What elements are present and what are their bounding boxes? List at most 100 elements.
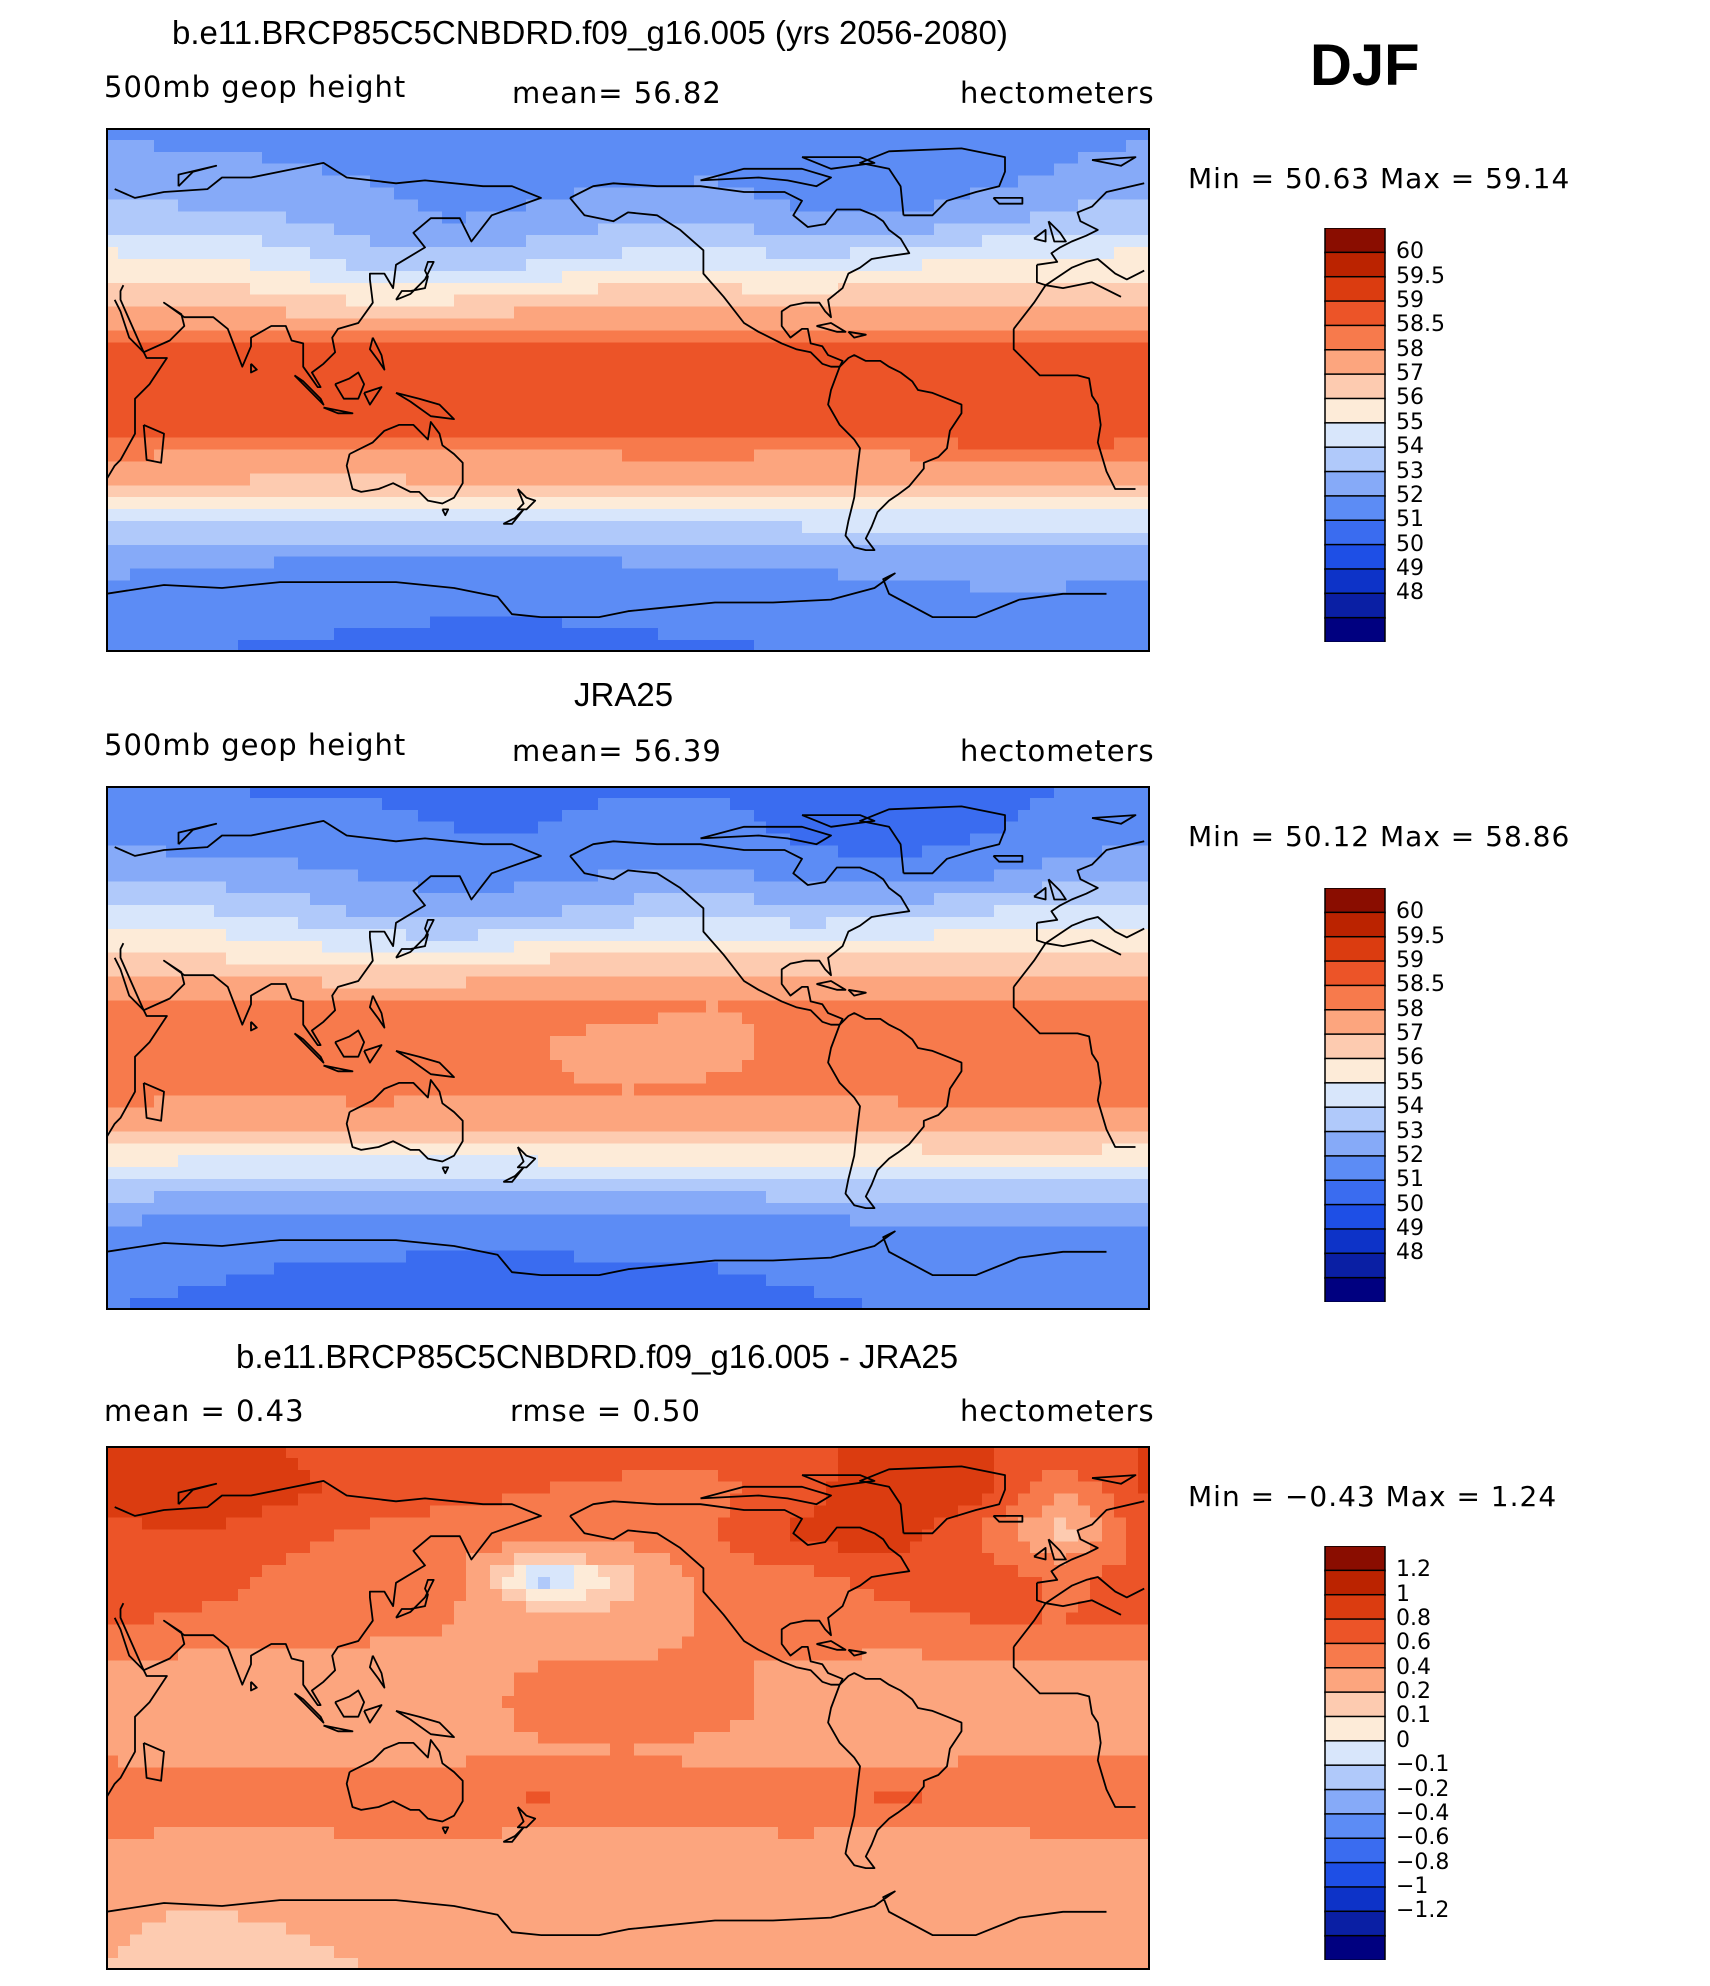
coastline	[106, 572, 1107, 618]
colorbar-label: 60	[1396, 899, 1424, 925]
coastline	[859, 1465, 1006, 1535]
coastline	[369, 337, 386, 371]
colorbar-label: 58	[1396, 336, 1424, 362]
coastline	[363, 1704, 383, 1724]
coastline	[114, 820, 1145, 1046]
colorbar-label: −0.4	[1396, 1800, 1450, 1826]
coastline	[395, 1710, 455, 1738]
coastline	[323, 1724, 354, 1733]
panel-left-label: 500mb geop height	[104, 70, 407, 104]
colorbar-label: −1	[1396, 1873, 1429, 1899]
panel-mean-label: mean= 56.82	[512, 76, 722, 110]
colorbar-box	[1324, 1009, 1386, 1036]
contour-fill	[106, 786, 1150, 1310]
coastline	[847, 1648, 867, 1657]
colorbar-label: 0.8	[1396, 1606, 1431, 1632]
colorbar-label: 52	[1396, 482, 1424, 508]
coastline	[345, 1739, 464, 1823]
colorbar-label: 56	[1396, 385, 1424, 411]
coastline	[992, 197, 1024, 205]
coastline	[1047, 878, 1067, 901]
coastline	[250, 1021, 258, 1032]
coastline	[700, 1485, 832, 1506]
colorbar-box	[1324, 324, 1386, 351]
coastline	[250, 363, 258, 374]
coastline	[516, 1146, 537, 1169]
colorbar-box	[1324, 984, 1386, 1011]
colorbar-box	[1324, 1228, 1386, 1255]
coastline	[569, 182, 911, 368]
coastline	[569, 840, 911, 1026]
colorbar-box	[1324, 1813, 1386, 1840]
coastline	[801, 156, 876, 170]
coastline	[177, 1482, 218, 1505]
coastline	[569, 1500, 911, 1686]
colorbar-box	[1324, 935, 1386, 963]
contour-map	[106, 786, 1150, 1310]
coastline	[441, 508, 450, 517]
coastline	[847, 988, 867, 997]
colorbar-label: 56	[1396, 1045, 1424, 1071]
coastline	[1047, 1538, 1067, 1561]
coastline	[827, 354, 963, 551]
coastline	[441, 1166, 450, 1175]
coastline	[502, 1826, 525, 1843]
colorbar-box	[1324, 1618, 1386, 1645]
coastline	[323, 406, 354, 415]
coastline	[992, 855, 1024, 863]
colorbar-box	[1324, 1155, 1386, 1182]
map-frame	[106, 786, 1150, 1310]
coastline	[827, 1012, 963, 1209]
colorbar-box	[1324, 1569, 1386, 1596]
panel-title: b.e11.BRCP85C5CNBDRD.f09_g16.005 - JRA25	[236, 1338, 959, 1375]
colorbar-box	[1324, 470, 1386, 498]
contour-map	[106, 128, 1150, 652]
colorbar-box	[1324, 1033, 1386, 1060]
coastline	[1091, 814, 1137, 825]
contour-fill	[106, 1446, 1150, 1970]
coastline	[106, 1890, 1107, 1936]
colorbar-label: 48	[1396, 580, 1424, 606]
coastline	[177, 164, 218, 187]
colorbar-box	[1324, 1642, 1386, 1669]
colorbar-box	[1324, 1910, 1386, 1937]
colorbar-label: 51	[1396, 507, 1424, 533]
coastline	[106, 1599, 1136, 1808]
colorbar-box	[1324, 1837, 1386, 1864]
colorbar-label: 49	[1396, 555, 1424, 581]
coastline	[106, 939, 1136, 1148]
coastline	[827, 1672, 963, 1869]
coastline	[293, 1032, 325, 1064]
coastline	[142, 1082, 165, 1122]
coastline	[106, 1230, 1107, 1276]
colorbar-label: 57	[1396, 1021, 1424, 1047]
coastline	[334, 1029, 365, 1058]
coastline	[516, 1806, 537, 1829]
coastlines	[106, 147, 1145, 618]
coastline	[334, 371, 365, 400]
colorbar-box	[1324, 1934, 1386, 1960]
colorbar-label: 0.4	[1396, 1654, 1431, 1680]
panel-units-label: hectometers	[960, 1394, 1155, 1428]
colorbar-label: 48	[1396, 1240, 1424, 1266]
colorbar-label: 55	[1396, 1069, 1424, 1095]
colorbar-label: 51	[1396, 1167, 1424, 1193]
colorbar-label: 0.6	[1396, 1630, 1431, 1656]
coastline	[142, 424, 165, 464]
coastline	[700, 825, 832, 846]
coastline	[700, 167, 832, 188]
colorbar-box	[1324, 911, 1386, 938]
coastlines	[106, 1465, 1145, 1936]
colorbar-label: 57	[1396, 361, 1424, 387]
coastline	[395, 261, 435, 301]
coastline	[1091, 156, 1137, 167]
panel-units-label: hectometers	[960, 76, 1155, 110]
colorbar-box	[1324, 1740, 1386, 1767]
colorbar-label: 55	[1396, 409, 1424, 435]
coastline	[177, 822, 218, 845]
coastline	[250, 1681, 258, 1692]
colorbar-box	[1324, 422, 1386, 449]
colorbar-box	[1324, 300, 1386, 327]
colorbar-box	[1324, 1788, 1386, 1816]
